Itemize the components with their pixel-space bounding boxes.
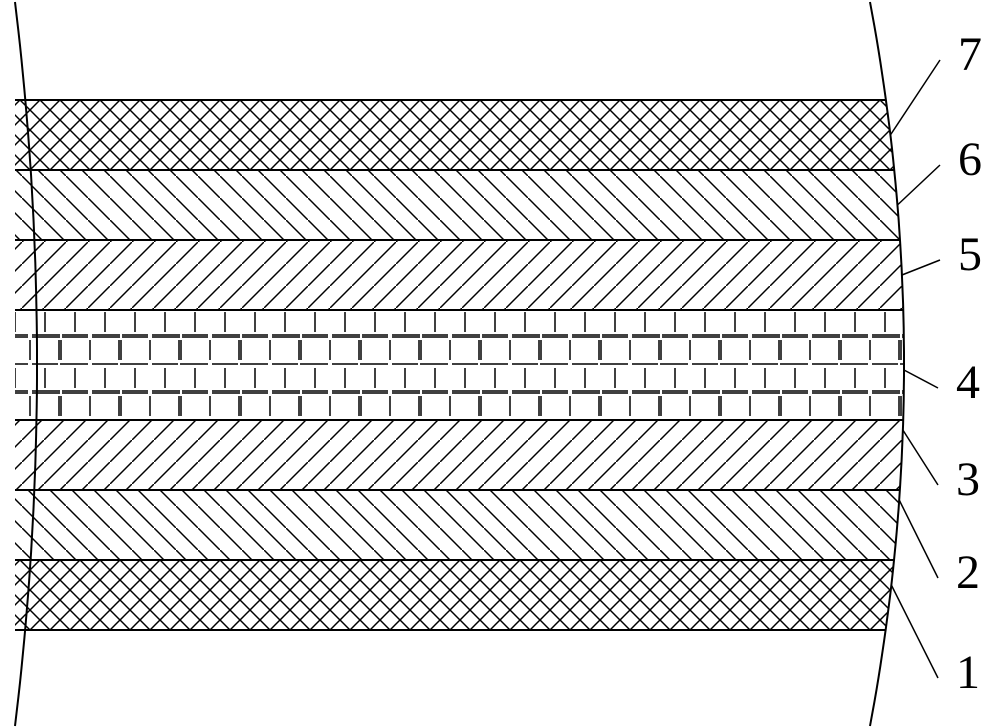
layer-5 xyxy=(15,240,903,310)
leader-line-6 xyxy=(897,165,940,205)
layer-2 xyxy=(15,490,900,560)
leader-line-5 xyxy=(902,260,940,275)
layer-4 xyxy=(15,310,904,420)
layer-6 xyxy=(15,170,900,240)
label-4: 4 xyxy=(956,356,980,409)
label-6: 6 xyxy=(958,133,982,186)
leader-line-4 xyxy=(904,370,938,388)
layer-7 xyxy=(15,100,894,170)
layer-1 xyxy=(15,560,894,630)
leader-line-2 xyxy=(899,500,938,578)
label-7: 7 xyxy=(958,28,982,81)
label-1: 1 xyxy=(956,646,980,699)
leader-line-3 xyxy=(903,430,938,485)
layered-cross-section-diagram: 7 6 5 4 3 2 1 xyxy=(0,0,1000,728)
layer-3 xyxy=(15,420,903,490)
label-2: 2 xyxy=(956,546,980,599)
label-5: 5 xyxy=(958,228,982,281)
leader-line-7 xyxy=(890,60,940,135)
leader-line-1 xyxy=(891,585,938,678)
label-3: 3 xyxy=(956,453,980,506)
